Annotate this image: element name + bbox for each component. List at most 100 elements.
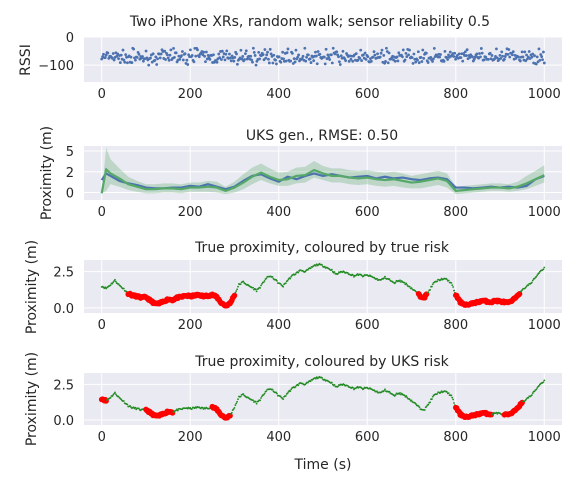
rssi-point: [309, 61, 313, 64]
x-tick-label: 800: [443, 205, 468, 220]
rssi-point: [327, 55, 331, 59]
x-tick-label: 1000: [528, 87, 561, 102]
rssi-point: [154, 55, 158, 59]
low-risk-point: [531, 281, 533, 284]
rssi-point: [356, 58, 360, 62]
low-risk-point: [294, 273, 297, 276]
y-tick-labels: 0 2 5: [66, 145, 74, 202]
rssi-point: [149, 56, 152, 60]
rssi-point: [530, 55, 534, 59]
rssi-point: [523, 50, 527, 54]
rssi-point: [174, 51, 178, 55]
low-risk-point: [294, 385, 297, 388]
low-risk-point: [436, 393, 439, 395]
rssi-point: [338, 63, 342, 66]
rssi-point: [190, 53, 194, 57]
low-risk-point: [436, 280, 439, 283]
rssi-point: [117, 57, 120, 61]
rssi-point: [300, 57, 304, 60]
rssi-point: [364, 57, 368, 61]
rssi-point: [316, 50, 320, 53]
low-risk-point: [309, 267, 312, 270]
low-risk-point: [451, 284, 454, 287]
rssi-point: [167, 58, 171, 62]
data-points: [100, 46, 546, 67]
y-tick-label: 0.0: [53, 414, 74, 429]
rssi-point: [326, 53, 330, 57]
rssi-point: [305, 55, 308, 59]
rssi-point: [540, 55, 544, 58]
rssi-point: [135, 55, 139, 59]
chart-title: UKS gen., RMSE: 0.50: [246, 128, 398, 144]
rssi-point: [116, 52, 120, 56]
rssi-point: [296, 55, 300, 59]
rssi-point: [241, 55, 245, 58]
rssi-point: [239, 48, 243, 52]
low-risk-point: [450, 394, 453, 397]
rssi-point: [141, 55, 144, 58]
y-axis-label: Proximity (m): [24, 352, 40, 446]
low-risk-point: [333, 383, 336, 386]
rssi-point: [224, 52, 228, 56]
generated-line: [100, 168, 545, 194]
low-risk-point: [337, 272, 339, 275]
chart-title: Two iPhone XRs, random walk; sensor reli…: [129, 14, 490, 30]
rssi-point: [268, 47, 272, 51]
rssi-point: [457, 52, 461, 56]
low-risk-point: [254, 400, 257, 403]
low-risk-point: [425, 405, 428, 408]
rssi-point: [361, 53, 365, 57]
rssi-point: [506, 53, 510, 56]
low-risk-point: [261, 282, 263, 285]
low-risk-point: [538, 272, 540, 274]
low-risk-point: [321, 377, 324, 379]
low-risk-point: [376, 277, 378, 280]
low-risk-point: [284, 394, 287, 397]
rssi-point: [432, 46, 436, 50]
rssi-point: [490, 54, 494, 57]
rssi-point: [107, 56, 111, 60]
rssi-point: [159, 52, 163, 56]
low-risk-point: [536, 274, 539, 277]
low-risk-point: [263, 392, 266, 395]
rssi-point: [354, 52, 358, 56]
rssi-point: [448, 50, 452, 54]
rssi-point: [534, 62, 538, 66]
rssi-point: [258, 57, 261, 61]
low-risk-point: [265, 390, 268, 392]
low-risk-point: [543, 266, 546, 269]
rssi-point: [267, 57, 270, 61]
rssi-point: [323, 62, 327, 66]
rssi-point: [372, 50, 376, 54]
rssi-point: [429, 55, 433, 59]
x-tick-label: 600: [355, 318, 380, 333]
rssi-point: [272, 53, 276, 57]
rssi-point: [533, 54, 536, 58]
low-risk-point: [109, 396, 112, 399]
panel-rssi: Two iPhone XRs, random walk; sensor reli…: [18, 14, 562, 102]
rssi-point: [339, 54, 343, 58]
y-axis-label: Proximity (m): [39, 126, 55, 220]
low-risk-point: [307, 381, 309, 384]
uncertainty-band: [101, 147, 545, 195]
low-risk-point: [315, 377, 317, 380]
rssi-point: [471, 55, 474, 59]
low-risk-point: [111, 282, 114, 285]
rssi-point: [203, 54, 206, 58]
rssi-point: [447, 53, 450, 57]
low-risk-point: [239, 395, 242, 398]
x-tick-label: 400: [266, 205, 291, 220]
rssi-point: [289, 59, 293, 63]
data-lines: [100, 147, 545, 195]
rssi-point: [465, 48, 469, 52]
low-risk-point: [531, 392, 534, 394]
low-risk-point: [315, 264, 317, 267]
x-tick-label: 1000: [528, 430, 561, 445]
rssi-point: [349, 57, 353, 61]
rssi-point: [271, 61, 275, 65]
rssi-point: [328, 58, 332, 61]
low-risk-point: [403, 281, 406, 284]
rssi-point: [407, 53, 410, 57]
low-risk-point: [410, 399, 413, 402]
rssi-point: [118, 61, 122, 64]
